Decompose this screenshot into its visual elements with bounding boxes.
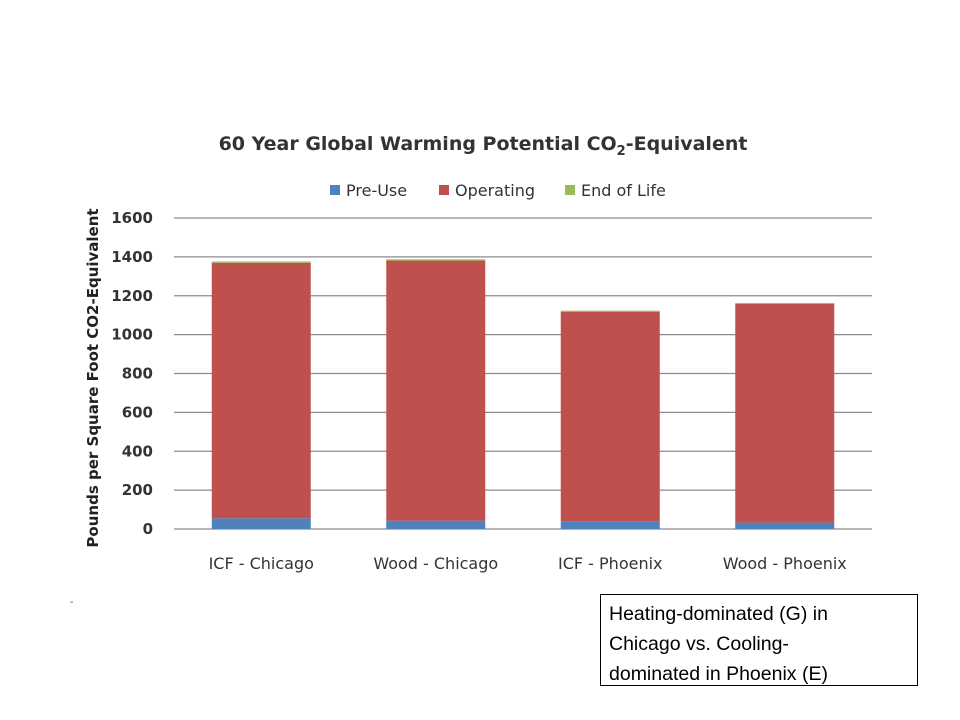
bar-end-of-life (211, 261, 311, 263)
bar-operating (560, 311, 660, 522)
legend-label: End of Life (581, 181, 666, 200)
legend-swatch (565, 185, 575, 195)
bars (211, 259, 835, 529)
stray-mark: - (70, 597, 74, 608)
legend-item: Pre-Use (330, 181, 407, 200)
chart-title-suffix: -Equivalent (626, 133, 748, 155)
bar-end-of-life (735, 302, 835, 304)
bar-operating (386, 260, 486, 521)
x-category-label: Wood - Chicago (373, 554, 498, 573)
legend-label: Operating (455, 181, 535, 200)
bar-pre-use (560, 521, 660, 529)
chart-title-subscript: 2 (617, 144, 626, 159)
y-tick-label: 600 (122, 403, 153, 421)
bar-end-of-life (560, 310, 660, 312)
bar-operating (211, 262, 311, 519)
bar-pre-use (386, 520, 486, 529)
legend-label: Pre-Use (346, 181, 407, 200)
y-tick-label: 400 (122, 442, 153, 460)
legend: Pre-Use Operating End of Life (330, 181, 666, 200)
bar-pre-use (211, 518, 311, 529)
x-axis-categories: ICF - Chicago Wood - Chicago ICF - Phoenix… (209, 554, 847, 573)
x-category-label: ICF - Phoenix (558, 554, 663, 573)
x-category-label: ICF - Chicago (209, 554, 314, 573)
legend-item: End of Life (565, 181, 666, 200)
bar-end-of-life (386, 259, 486, 261)
bar-operating (735, 303, 835, 523)
legend-item: Operating (439, 181, 535, 200)
y-tick-label: 1600 (111, 209, 153, 227)
legend-swatch (439, 185, 449, 195)
chart-title: 60 Year Global Warming Potential CO2-Equ… (219, 133, 748, 159)
chart-title-main: 60 Year Global Warming Potential CO (219, 133, 617, 155)
y-axis-label: Pounds per Square Foot CO2-Equivalent (84, 208, 102, 547)
note-box: Heating-dominated (G) in Chicago vs. Coo… (600, 594, 918, 686)
y-tick-label: 200 (122, 481, 153, 499)
x-category-label: Wood - Phoenix (723, 554, 847, 573)
y-tick-label: 0 (143, 520, 153, 538)
legend-swatch (330, 185, 340, 195)
y-tick-label: 1000 (111, 326, 153, 344)
bar-pre-use (735, 522, 835, 529)
y-tick-label: 1200 (111, 287, 153, 305)
y-tick-label: 1400 (111, 248, 153, 266)
y-tick-label: 800 (122, 365, 153, 383)
y-axis-ticks: 0 200 400 600 800 1000 1200 1400 1600 (111, 209, 153, 538)
